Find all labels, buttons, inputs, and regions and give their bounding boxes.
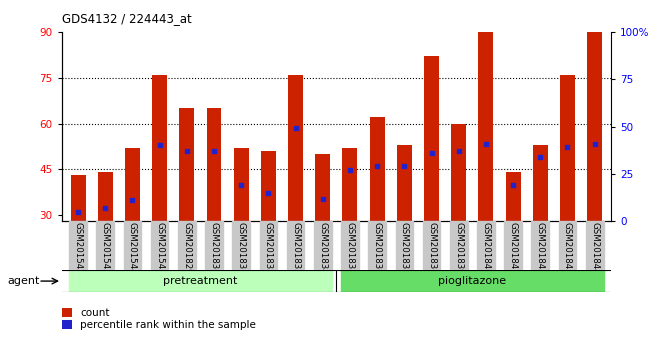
Text: agent: agent — [8, 276, 40, 286]
Point — [100, 205, 110, 211]
Bar — [506, 172, 521, 221]
Bar — [504, 221, 522, 271]
Bar — [287, 221, 304, 271]
Point — [399, 164, 410, 169]
Point — [236, 182, 246, 188]
Bar — [450, 221, 467, 271]
Text: GSM201834: GSM201834 — [318, 222, 328, 275]
Text: GSM201839: GSM201839 — [454, 222, 463, 275]
Bar — [314, 221, 332, 271]
Bar — [98, 172, 112, 221]
Bar — [259, 221, 278, 271]
Text: GSM201836: GSM201836 — [372, 222, 382, 275]
Point — [291, 126, 301, 131]
Bar — [207, 108, 222, 221]
Bar — [395, 221, 413, 271]
Text: GSM201831: GSM201831 — [237, 222, 246, 275]
Text: GSM201832: GSM201832 — [264, 222, 273, 275]
Bar — [261, 151, 276, 221]
Bar — [125, 148, 140, 221]
Point — [535, 154, 545, 160]
Bar — [70, 221, 87, 271]
Point — [454, 148, 464, 154]
Bar — [178, 221, 196, 271]
Bar — [96, 221, 114, 271]
Bar — [560, 75, 575, 221]
Text: pioglitazone: pioglitazone — [438, 276, 506, 286]
Text: GSM201841: GSM201841 — [508, 222, 517, 275]
Bar — [558, 221, 577, 271]
Text: GSM201840: GSM201840 — [482, 222, 490, 275]
Point — [590, 141, 600, 147]
Text: pretreatment: pretreatment — [163, 276, 238, 286]
Bar — [70, 270, 332, 292]
Text: GDS4132 / 224443_at: GDS4132 / 224443_at — [62, 12, 192, 25]
Bar — [205, 221, 223, 271]
Point — [181, 148, 192, 154]
Text: GSM201829: GSM201829 — [183, 222, 191, 275]
Point — [318, 196, 328, 201]
Bar — [587, 32, 602, 221]
Bar — [451, 124, 466, 221]
Bar — [343, 148, 358, 221]
Point — [426, 150, 437, 156]
Point — [155, 143, 165, 148]
Bar — [341, 221, 359, 271]
Bar — [533, 145, 548, 221]
Bar — [422, 221, 441, 271]
Text: GSM201844: GSM201844 — [590, 222, 599, 275]
Text: GSM201542: GSM201542 — [73, 222, 83, 275]
Point — [344, 167, 355, 173]
Point — [127, 198, 138, 203]
Text: GSM201837: GSM201837 — [400, 222, 409, 275]
Point — [209, 148, 219, 154]
Text: GSM201843: GSM201843 — [563, 222, 572, 275]
Point — [508, 182, 518, 188]
Bar — [179, 108, 194, 221]
Point — [372, 164, 382, 169]
Text: GSM201830: GSM201830 — [209, 222, 218, 275]
Bar — [315, 154, 330, 221]
Bar — [341, 270, 603, 292]
Bar — [151, 221, 168, 271]
Bar — [124, 221, 141, 271]
Bar — [370, 118, 385, 221]
Text: GSM201842: GSM201842 — [536, 222, 545, 275]
Text: GSM201545: GSM201545 — [155, 222, 164, 275]
Bar — [288, 75, 303, 221]
Bar — [71, 176, 86, 221]
Bar — [232, 221, 250, 271]
Text: GSM201833: GSM201833 — [291, 222, 300, 275]
Bar — [152, 75, 167, 221]
Bar — [397, 145, 412, 221]
Point — [263, 190, 274, 196]
Bar — [234, 148, 249, 221]
Bar — [478, 32, 493, 221]
Point — [562, 144, 573, 150]
Legend: count, percentile rank within the sample: count, percentile rank within the sample — [62, 308, 256, 330]
Bar — [532, 221, 549, 271]
Bar — [586, 221, 603, 271]
Bar — [424, 56, 439, 221]
Bar — [477, 221, 495, 271]
Point — [73, 209, 83, 215]
Bar — [369, 221, 386, 271]
Point — [481, 141, 491, 147]
Text: GSM201544: GSM201544 — [128, 222, 137, 275]
Text: GSM201835: GSM201835 — [345, 222, 354, 275]
Text: GSM201838: GSM201838 — [427, 222, 436, 275]
Text: GSM201543: GSM201543 — [101, 222, 110, 275]
